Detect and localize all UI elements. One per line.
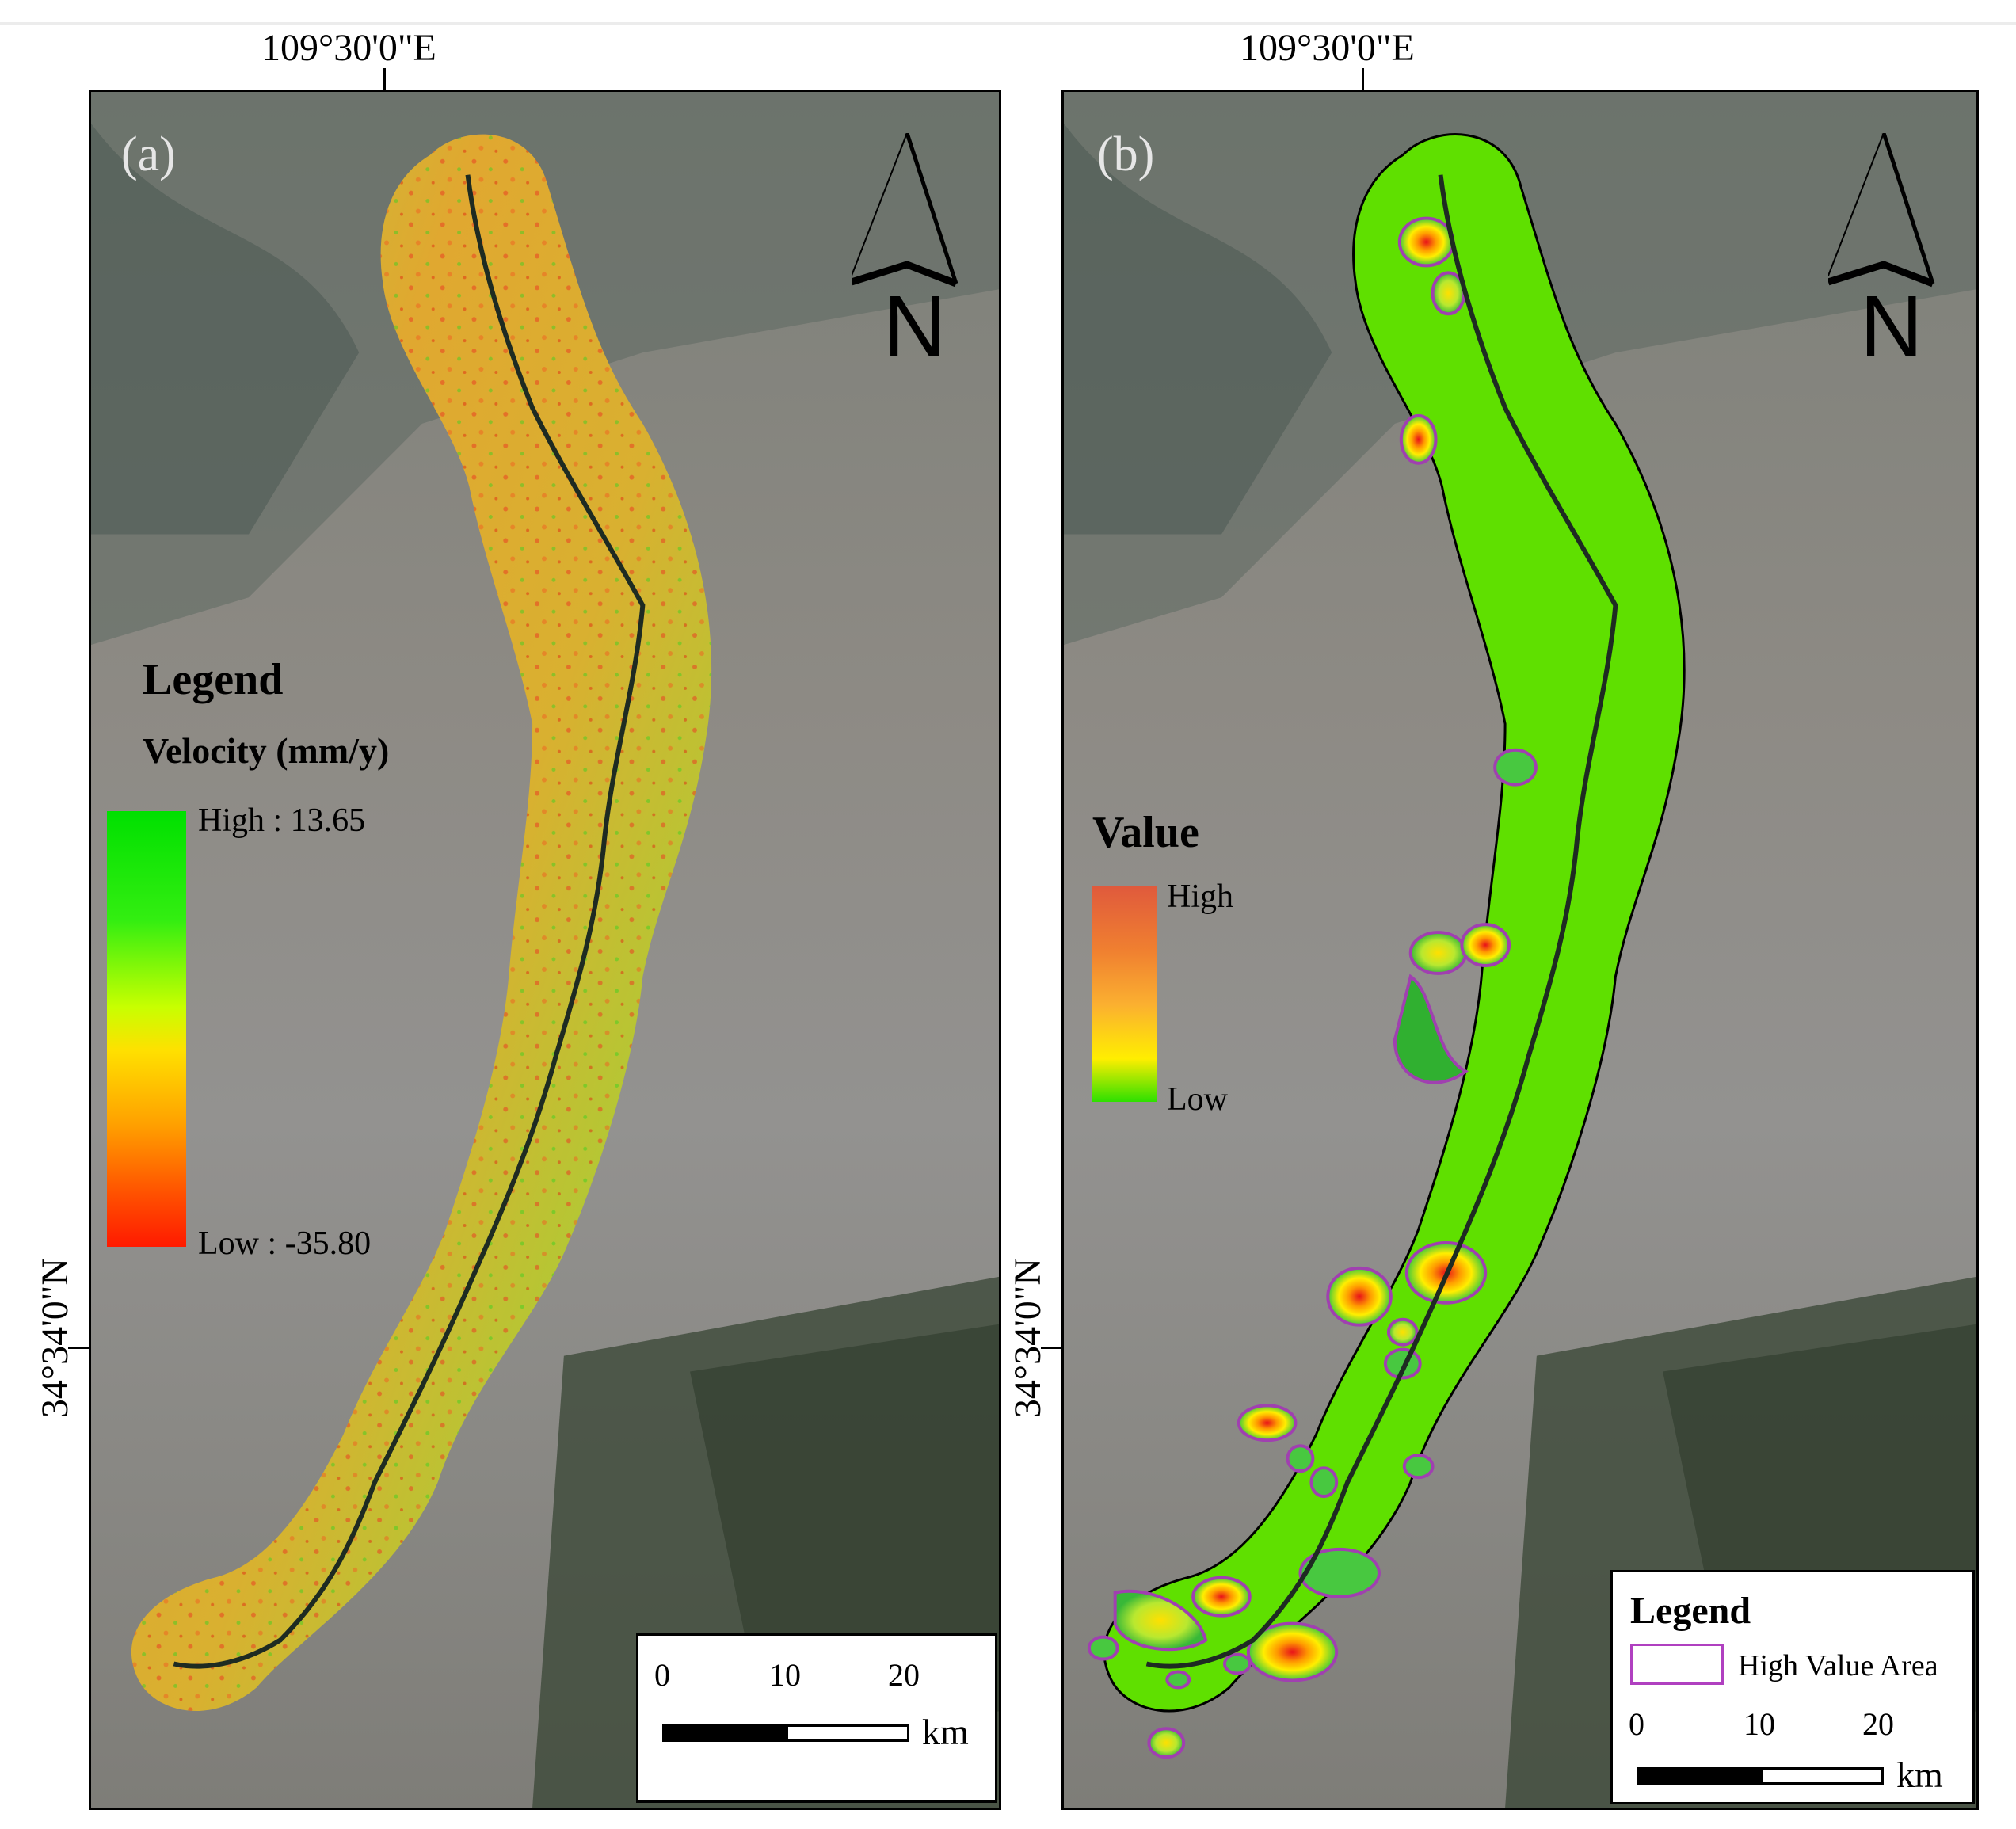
longitude-tick-a [383, 68, 386, 90]
north-arrow-icon [1827, 132, 1935, 288]
longitude-label-b: 109°30'0"E [1240, 27, 1415, 69]
value-legend-title: Value [1092, 808, 1199, 857]
scale-segment-black-b [1637, 1767, 1760, 1785]
scale-segment-black-a [662, 1724, 786, 1742]
legend-title-a: Legend [143, 655, 284, 704]
scale-tick-10-a: 10 [769, 1657, 801, 1693]
scale-bar-a: 0 10 20 km [636, 1633, 997, 1803]
north-arrow-a: N [850, 132, 962, 375]
scale-unit-a: km [922, 1712, 969, 1752]
map-panel-a: (a) N Legend Velocity (mm/y) High : 13.6… [89, 90, 1001, 1810]
north-arrow-icon [850, 132, 958, 288]
scale-unit-b: km [1896, 1755, 1943, 1795]
longitude-label-a: 109°30'0"E [261, 27, 436, 69]
velocity-color-ramp [107, 811, 186, 1247]
panel-label-a: (a) [121, 128, 176, 181]
north-arrow-b: N [1827, 132, 1939, 375]
latitude-label-a: 34°34'0"N [34, 1257, 76, 1419]
panel-label-b: (b) [1097, 128, 1155, 181]
latitude-tick-a [68, 1347, 90, 1349]
latitude-tick-b [1041, 1347, 1063, 1349]
legend-high-a: High : 13.65 [198, 802, 366, 839]
latitude-label-b: 34°34'0"N [1007, 1257, 1049, 1419]
scale-tick-0-b: 0 [1629, 1706, 1644, 1742]
scale-tick-10-b: 10 [1744, 1706, 1775, 1742]
high-value-area-label: High Value Area [1738, 1649, 1938, 1682]
value-color-ramp [1092, 886, 1157, 1102]
map-panel-b: (b) N Value High Low Legend High Value A… [1061, 90, 1979, 1810]
scale-tick-0-a: 0 [654, 1657, 670, 1693]
longitude-tick-b [1362, 68, 1364, 90]
top-divider [0, 22, 2016, 25]
value-legend-low: Low [1167, 1081, 1228, 1118]
scale-tick-20-b: 20 [1862, 1706, 1894, 1742]
legend-box-b: Legend High Value Area 0 10 20 km [1610, 1570, 1975, 1804]
legend-subtitle-a: Velocity (mm/y) [143, 730, 390, 771]
scale-segment-white-a [786, 1724, 909, 1742]
value-legend-high: High [1167, 878, 1233, 915]
legend-title-b: Legend [1630, 1590, 1751, 1632]
scale-tick-20-a: 20 [888, 1657, 920, 1693]
velocity-map-a [91, 92, 999, 1808]
legend-low-a: Low : -35.80 [198, 1225, 372, 1262]
scale-segment-white-b [1760, 1767, 1884, 1785]
north-letter-a: N [883, 278, 947, 375]
high-value-area-swatch [1630, 1644, 1724, 1685]
north-letter-b: N [1860, 278, 1923, 375]
